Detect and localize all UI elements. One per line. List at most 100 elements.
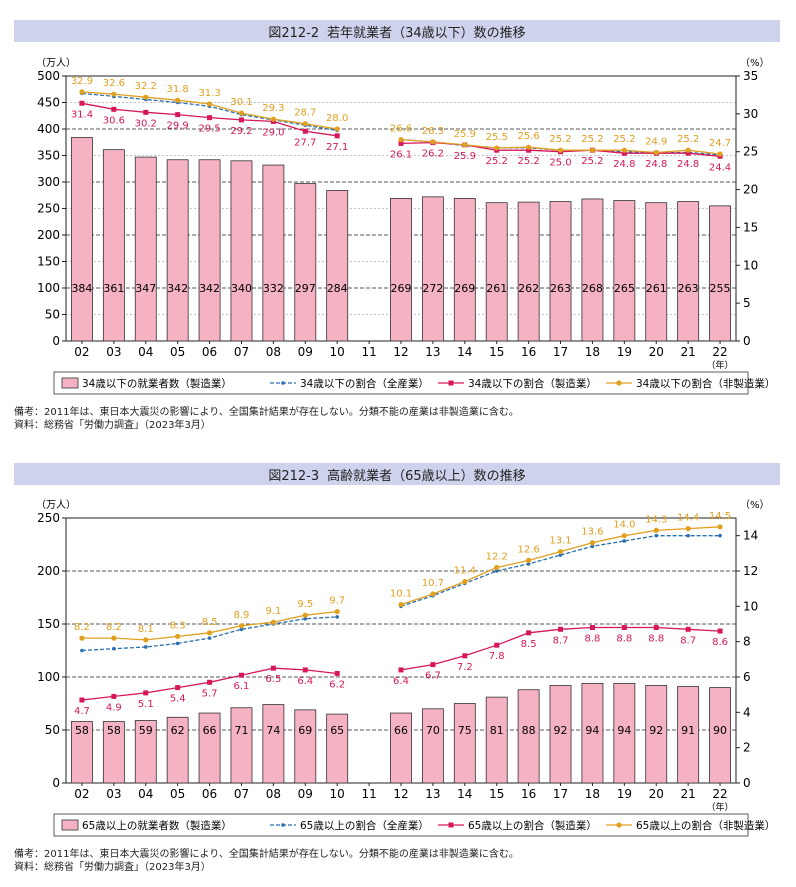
- series-data-label: 24.8: [645, 159, 667, 170]
- x-tick-label: 21: [681, 345, 696, 359]
- legend-label: 34歳以下の割合（全産業）: [300, 377, 429, 390]
- series-data-label: 29.2: [230, 126, 252, 137]
- series-data-label: 25.2: [486, 156, 508, 167]
- series-data-label: 24.8: [613, 159, 635, 170]
- series-data-label: 4.9: [106, 702, 122, 713]
- bar-value-label: 332: [263, 282, 284, 295]
- series-point: [686, 533, 690, 538]
- series-point: [589, 147, 596, 153]
- x-tick-label: 03: [106, 787, 121, 801]
- bar-value-label: 66: [203, 724, 217, 737]
- x-tick-label: 13: [425, 345, 440, 359]
- bar-value-label: 62: [171, 724, 185, 737]
- series-point: [143, 645, 148, 649]
- x-tick-label: 02: [74, 787, 89, 801]
- series-data-label: 25.2: [581, 134, 603, 145]
- bar-value-label: 94: [617, 724, 631, 737]
- series-data-label: 14.5: [709, 511, 731, 522]
- series-data-label: 8.8: [648, 634, 664, 645]
- series-point: [143, 637, 149, 643]
- chart-2-note-source: 資料：総務省「労働力調査」（2023年3月）: [14, 862, 211, 873]
- series-data-label: 7.2: [457, 662, 473, 673]
- series-data-label: 25.2: [549, 134, 571, 145]
- bar-value-label: 74: [266, 724, 280, 737]
- legend-label: 34歳以下の就業者数（製造業）: [82, 377, 232, 390]
- bar: [294, 183, 317, 342]
- series-data-label: 5.1: [138, 699, 154, 710]
- series-data-label: 25.9: [454, 129, 476, 140]
- series-data-label: 8.9: [234, 610, 250, 621]
- series-point: [207, 636, 212, 640]
- series-data-label: 6.2: [329, 679, 345, 690]
- series-data-label: 4.7: [74, 706, 90, 717]
- series-data-label: 8.2: [106, 622, 122, 633]
- series-point: [590, 544, 595, 549]
- series-point: [143, 94, 149, 100]
- x-tick-label: 22: [712, 345, 727, 359]
- series-point: [526, 562, 531, 566]
- bar: [453, 198, 476, 342]
- series-point: [175, 685, 181, 691]
- series-point: [111, 635, 117, 641]
- x-tick-label: 13: [425, 787, 440, 801]
- bar: [390, 198, 412, 342]
- series-data-label: 29.0: [262, 127, 284, 138]
- series-point: [557, 548, 564, 555]
- bar: [102, 149, 125, 342]
- series-data-label: 14.4: [677, 513, 699, 524]
- series-point: [462, 142, 468, 148]
- right-tick-label: 10: [743, 258, 758, 272]
- chart-2-title-band: 図212-3 高齢就業者（65歳以上）数の推移: [14, 463, 780, 485]
- x-tick-label: 12: [393, 345, 408, 359]
- series-data-label: 25.9: [454, 151, 476, 162]
- series-data-label: 8.1: [138, 624, 154, 635]
- legend-marker: [281, 381, 285, 385]
- bar: [709, 205, 731, 342]
- chart-2-notes: 備考：2011年は、東日本大震災の影響により、全国集計結果が存在しない。分類不能…: [14, 848, 519, 874]
- left-axis-unit: （万人）: [36, 57, 76, 69]
- series-point: [717, 524, 723, 530]
- series-point: [112, 646, 116, 651]
- x-tick-label: 11: [361, 787, 376, 801]
- series-point: [111, 91, 117, 97]
- series-point: [398, 667, 404, 673]
- x-tick-label: 05: [170, 345, 185, 359]
- bar-value-label: 59: [139, 724, 153, 737]
- series-data-label: 28.7: [294, 108, 316, 119]
- series-point: [175, 112, 181, 118]
- series-point: [79, 635, 85, 641]
- series-data-label: 31.4: [71, 109, 93, 120]
- x-tick-label: 14: [457, 787, 472, 801]
- series-point: [622, 539, 627, 543]
- series-point: [526, 147, 532, 153]
- x-tick-label: 16: [521, 787, 536, 801]
- series-point: [558, 553, 563, 557]
- legend-marker: [281, 823, 285, 827]
- x-tick-label: 02: [74, 345, 89, 359]
- series-data-label: 14.3: [645, 514, 667, 525]
- x-tick-label: 07: [234, 345, 249, 359]
- x-tick-label: 05: [170, 787, 185, 801]
- series-point: [302, 121, 308, 127]
- bar-value-label: 340: [231, 282, 252, 295]
- series-data-label: 25.0: [549, 158, 571, 169]
- x-tick-label: 14: [457, 345, 472, 359]
- series-data-label: 9.5: [297, 599, 313, 610]
- bar-value-label: 65: [330, 724, 344, 737]
- series-point: [718, 533, 722, 538]
- x-tick-label: 03: [106, 345, 121, 359]
- series-data-label: 8.7: [680, 635, 696, 646]
- left-axis-unit: （万人）: [36, 499, 76, 511]
- bar-value-label: 261: [486, 282, 507, 295]
- series-data-label: 6.5: [265, 674, 281, 685]
- bar-value-label: 269: [391, 282, 412, 295]
- series-data-label: 31.3: [198, 88, 220, 99]
- x-tick-label: 11: [361, 345, 376, 359]
- left-tick-label: 200: [37, 228, 60, 242]
- right-axis-unit: （%）: [740, 499, 770, 511]
- x-tick-label: 10: [330, 345, 345, 359]
- right-tick-label: 20: [743, 183, 758, 197]
- left-tick-label: 50: [45, 308, 60, 322]
- chart-2-title: 高齢就業者（65歳以上）数の推移: [327, 468, 526, 484]
- chart-1-note-remark: 備考：2011年は、東日本大震災の影響により、全国集計結果が存在しない。分類不能…: [14, 407, 519, 418]
